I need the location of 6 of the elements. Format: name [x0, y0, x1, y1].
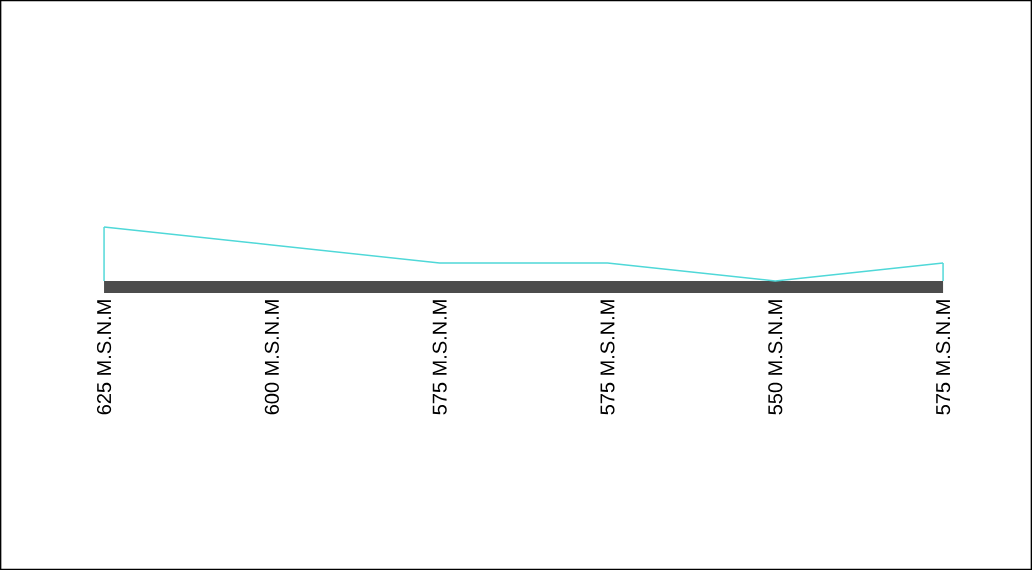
data-label: 575 M.S.N.M — [432, 300, 447, 415]
data-label: 575 M.S.N.M — [600, 300, 615, 415]
data-label: 575 M.S.N.M — [935, 300, 951, 415]
data-label: 550 M.S.N.M — [768, 300, 783, 415]
data-label: 600 M.S.N.M — [264, 300, 279, 415]
data-label: 625 M.S.N.M — [96, 300, 112, 415]
